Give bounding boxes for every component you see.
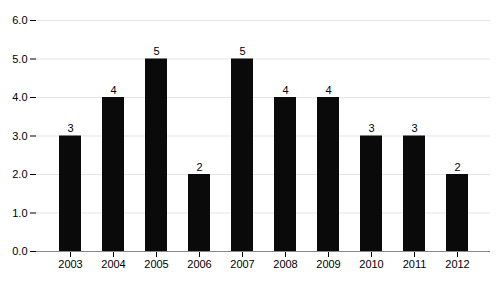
svg-text:4: 4 [110, 84, 116, 96]
svg-text:2004: 2004 [101, 258, 125, 270]
svg-text:4.0: 4.0 [12, 91, 27, 103]
svg-text:1.0: 1.0 [12, 207, 27, 219]
svg-text:2010: 2010 [359, 258, 383, 270]
svg-text:2005: 2005 [144, 258, 168, 270]
svg-text:2012: 2012 [445, 258, 469, 270]
svg-text:5: 5 [153, 45, 159, 57]
svg-text:0.0: 0.0 [12, 245, 27, 257]
svg-text:3: 3 [67, 122, 73, 134]
svg-text:2009: 2009 [316, 258, 340, 270]
svg-text:3.0: 3.0 [12, 130, 27, 142]
svg-text:2007: 2007 [230, 258, 254, 270]
svg-text:4: 4 [282, 84, 288, 96]
svg-text:2.0: 2.0 [12, 168, 27, 180]
svg-text:3: 3 [411, 122, 417, 134]
svg-text:5.0: 5.0 [12, 53, 27, 65]
svg-text:3: 3 [368, 122, 374, 134]
svg-text:5: 5 [239, 45, 245, 57]
svg-text:2006: 2006 [187, 258, 211, 270]
svg-text:2: 2 [454, 161, 460, 173]
svg-text:2011: 2011 [403, 258, 427, 270]
svg-text:2008: 2008 [273, 258, 297, 270]
svg-text:6.0: 6.0 [12, 14, 27, 26]
svg-text:2003: 2003 [58, 258, 82, 270]
svg-text:4: 4 [325, 84, 331, 96]
svg-text:2: 2 [196, 161, 202, 173]
